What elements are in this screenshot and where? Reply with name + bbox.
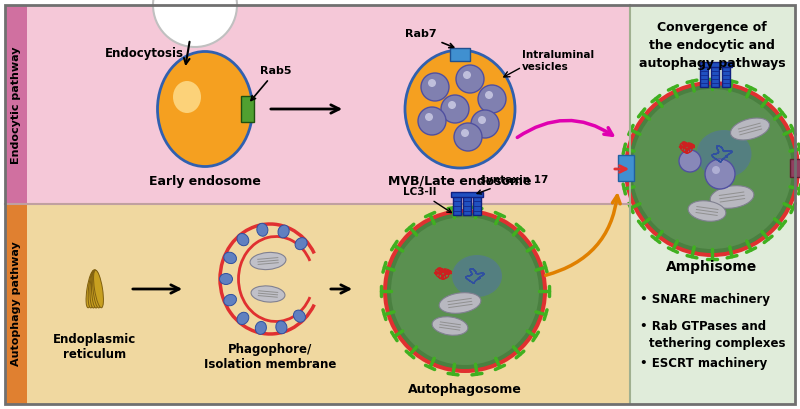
Circle shape [454,123,482,151]
Text: Autophagy pathway: Autophagy pathway [11,242,21,366]
Bar [241,96,254,122]
Circle shape [456,65,484,93]
Text: Intraluminal
vesicles: Intraluminal vesicles [522,50,594,72]
Ellipse shape [294,310,306,322]
Text: Convergence of
the endocytic and
autophagy pathways: Convergence of the endocytic and autopha… [638,21,786,70]
Circle shape [425,113,433,121]
Ellipse shape [432,317,468,335]
Circle shape [712,166,720,174]
Bar [5,5,27,204]
Text: Endoplasmic
reticulum: Endoplasmic reticulum [54,333,137,362]
Bar [5,204,27,404]
Ellipse shape [93,270,102,308]
Circle shape [441,95,469,123]
FancyArrowPatch shape [546,196,620,275]
Circle shape [471,110,499,138]
Ellipse shape [237,312,249,324]
Circle shape [628,85,796,253]
Ellipse shape [224,294,237,306]
Circle shape [153,0,237,47]
Ellipse shape [405,50,515,168]
Text: Amphisome: Amphisome [666,260,758,274]
Circle shape [632,89,792,249]
Bar [463,195,471,215]
Ellipse shape [276,321,287,334]
Ellipse shape [295,238,307,249]
Ellipse shape [730,118,770,140]
Circle shape [478,116,486,124]
Ellipse shape [219,274,233,285]
Ellipse shape [688,201,726,221]
Ellipse shape [278,225,289,238]
Bar [618,155,634,181]
Text: Endocytic pathway: Endocytic pathway [11,46,21,164]
Ellipse shape [88,270,97,308]
Bar [453,195,461,215]
Text: syntaxin 17: syntaxin 17 [477,175,548,194]
FancyArrowPatch shape [614,166,626,172]
Bar [711,65,719,87]
Bar [790,159,800,177]
Ellipse shape [224,252,237,263]
Text: Rab7: Rab7 [405,29,454,48]
Circle shape [421,73,449,101]
Text: MVB/Late endosome: MVB/Late endosome [388,175,532,187]
Circle shape [705,159,735,189]
Text: tethering complexes: tethering complexes [649,337,786,350]
Ellipse shape [710,186,754,208]
Ellipse shape [94,270,103,308]
Circle shape [624,81,800,257]
Text: Phagophore/
Isolation membrane: Phagophore/ Isolation membrane [204,342,336,371]
Text: • ESCRT machinery: • ESCRT machinery [640,357,767,369]
Circle shape [387,213,543,369]
Circle shape [679,150,701,172]
Circle shape [461,129,469,137]
Bar [700,65,708,87]
Ellipse shape [158,52,253,166]
Ellipse shape [257,223,268,236]
Circle shape [478,85,506,113]
Text: Endocytosis: Endocytosis [105,47,184,61]
Ellipse shape [91,270,99,308]
Ellipse shape [90,270,98,308]
Ellipse shape [173,81,201,113]
Ellipse shape [251,286,285,302]
Circle shape [428,79,436,87]
Ellipse shape [439,293,481,313]
Ellipse shape [250,252,286,270]
Text: Autophagosome: Autophagosome [408,382,522,396]
Bar [451,192,483,197]
Ellipse shape [86,270,96,308]
Bar [5,5,630,204]
Bar [450,48,470,61]
Circle shape [448,101,456,109]
Text: • Rab GTPases and: • Rab GTPases and [640,321,766,333]
Text: LC3-II: LC3-II [403,187,451,213]
Ellipse shape [237,234,249,246]
Bar [722,65,730,87]
Text: Early endosome: Early endosome [149,175,261,187]
FancyArrowPatch shape [518,120,613,137]
Ellipse shape [697,130,751,178]
Bar [700,62,732,67]
Circle shape [391,217,539,365]
Bar [630,5,795,404]
Circle shape [463,71,471,79]
Ellipse shape [452,255,502,297]
Bar [473,195,481,215]
Text: • SNARE machinery: • SNARE machinery [640,292,770,306]
Circle shape [418,107,446,135]
Bar [5,204,630,404]
Text: Rab5: Rab5 [251,66,291,101]
Circle shape [485,91,493,99]
Circle shape [383,209,547,373]
Ellipse shape [255,321,266,335]
